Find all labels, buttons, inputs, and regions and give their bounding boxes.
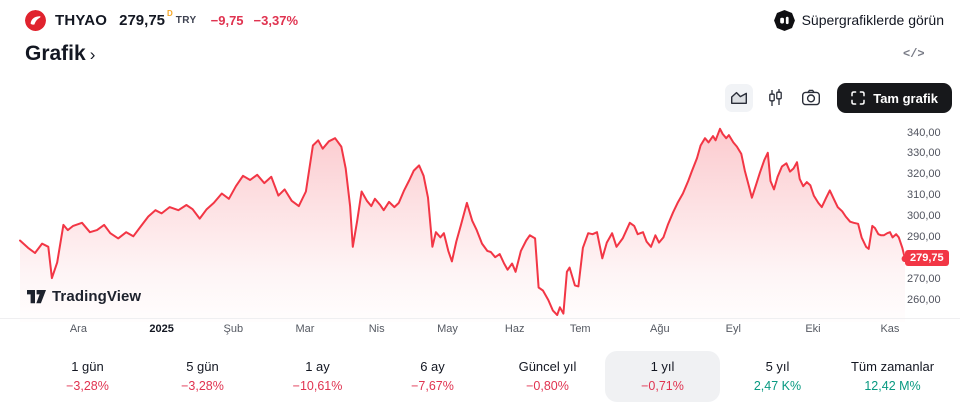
period-button-5-gün[interactable]: 5 gün −3,28% — [145, 351, 260, 402]
x-axis-label: Eki — [805, 323, 821, 335]
tradingview-wordmark: TradingView — [52, 288, 142, 305]
area-chart-icon — [731, 91, 748, 104]
y-axis-label: 340,00 — [907, 126, 941, 139]
x-axis-label: Kas — [880, 323, 900, 335]
x-axis-label: Haz — [504, 323, 525, 335]
chart-toolbar: Tam grafik — [725, 82, 952, 114]
y-axis-label: 260,00 — [907, 293, 941, 306]
price-area-fill — [20, 128, 905, 322]
period-selector: 1 gün −3,28% 5 gün −3,28% 1 ay −10,61% 6 ay −7,… — [30, 351, 950, 402]
y-axis-label: 300,00 — [907, 210, 941, 222]
period-change: −7,67% — [411, 379, 454, 393]
x-axis-separator — [0, 318, 960, 319]
x-axis-label: Ara — [69, 323, 87, 335]
current-price-badge: 279,75 — [905, 249, 949, 266]
period-button-tüm-zamanlar[interactable]: Tüm zamanlar 12,42 M% — [835, 351, 950, 402]
x-axis-label: Eyl — [725, 323, 741, 335]
period-change: −0,71% — [641, 379, 684, 393]
period-button-1-ay[interactable]: 1 ay −10,61% — [260, 351, 375, 402]
tradingview-logo[interactable]: TradingView — [27, 288, 141, 305]
period-change: 2,47 K% — [753, 379, 802, 393]
period-label: 1 ay — [305, 359, 330, 374]
x-axis-label: May — [437, 323, 458, 335]
period-label: 5 yıl — [765, 359, 790, 374]
period-button-güncel-yıl[interactable]: Güncel yıl −0,80% — [490, 351, 605, 402]
period-button-1-yıl[interactable]: 1 yıl −0,71% — [605, 351, 720, 402]
turkish-airlines-logo-icon — [25, 9, 46, 31]
candlestick-icon — [769, 89, 783, 106]
x-axis-label: Nis — [368, 323, 385, 335]
x-axis-label: Mar — [295, 323, 315, 335]
y-axis-label: 270,00 — [907, 272, 941, 285]
currency-label: TRY — [175, 14, 197, 26]
screenshot-button[interactable] — [797, 84, 825, 112]
delayed-data-indicator: D — [167, 9, 173, 18]
supercharts-link[interactable]: Süpergrafiklerde görün — [773, 9, 944, 31]
price-chart[interactable] — [0, 116, 960, 322]
x-axis-label: 2025 — [149, 323, 174, 335]
fullscreen-button-label: Tam grafik — [873, 90, 938, 106]
chevron-right-icon: › — [89, 45, 96, 64]
price-change-absolute: −9,75 — [210, 12, 244, 28]
period-change: −3,28% — [66, 379, 109, 393]
y-axis-label: 320,00 — [907, 168, 941, 181]
period-change: −0,80% — [526, 379, 569, 393]
period-button-1-gün[interactable]: 1 gün −3,28% — [30, 351, 145, 402]
tradingview-icon — [27, 289, 46, 303]
page-title: Grafik — [25, 42, 86, 65]
period-change: −10,61% — [292, 379, 343, 393]
period-label: Tüm zamanlar — [850, 359, 935, 374]
period-label: 1 yıl — [650, 359, 675, 374]
y-axis-label: 290,00 — [907, 230, 941, 243]
period-button-6-ay[interactable]: 6 ay −7,67% — [375, 351, 490, 402]
period-change: −3,28% — [181, 379, 224, 393]
price-change-percent: −3,37% — [253, 12, 298, 28]
fullscreen-chart-button[interactable]: Tam grafik — [837, 83, 952, 113]
period-button-5-yıl[interactable]: 5 yıl 2,47 K% — [720, 351, 835, 402]
camera-icon — [802, 89, 821, 106]
y-axis-label: 310,00 — [907, 189, 941, 202]
x-axis-label: Şub — [223, 323, 244, 335]
period-label: 6 ay — [420, 359, 445, 374]
fullscreen-icon — [851, 91, 865, 105]
period-label: 1 gün — [71, 359, 104, 374]
y-axis-label: 330,00 — [907, 147, 941, 160]
x-axis-label: Ağu — [650, 323, 670, 335]
price-line — [19, 127, 906, 316]
supercharts-link-label: Süpergrafiklerde görün — [801, 12, 944, 28]
section-title-grafik[interactable]: Grafik › — [25, 42, 95, 66]
area-chart-style-button[interactable] — [725, 84, 754, 112]
symbol-header: THYAO 279,75 D TRY −9,75 −3,37% Süpergra… — [0, 0, 960, 40]
last-price: 279,75 — [119, 11, 166, 29]
period-change: 12,42 M% — [864, 379, 921, 393]
period-label: Güncel yıl — [518, 359, 577, 374]
supercharts-badge-icon — [773, 9, 795, 31]
x-axis-label: Tem — [569, 323, 591, 335]
embed-code-icon[interactable]: </> — [903, 47, 925, 61]
symbol-name[interactable]: THYAO — [55, 11, 108, 29]
period-label: 5 gün — [186, 359, 219, 374]
candlestick-style-button[interactable] — [761, 84, 789, 112]
